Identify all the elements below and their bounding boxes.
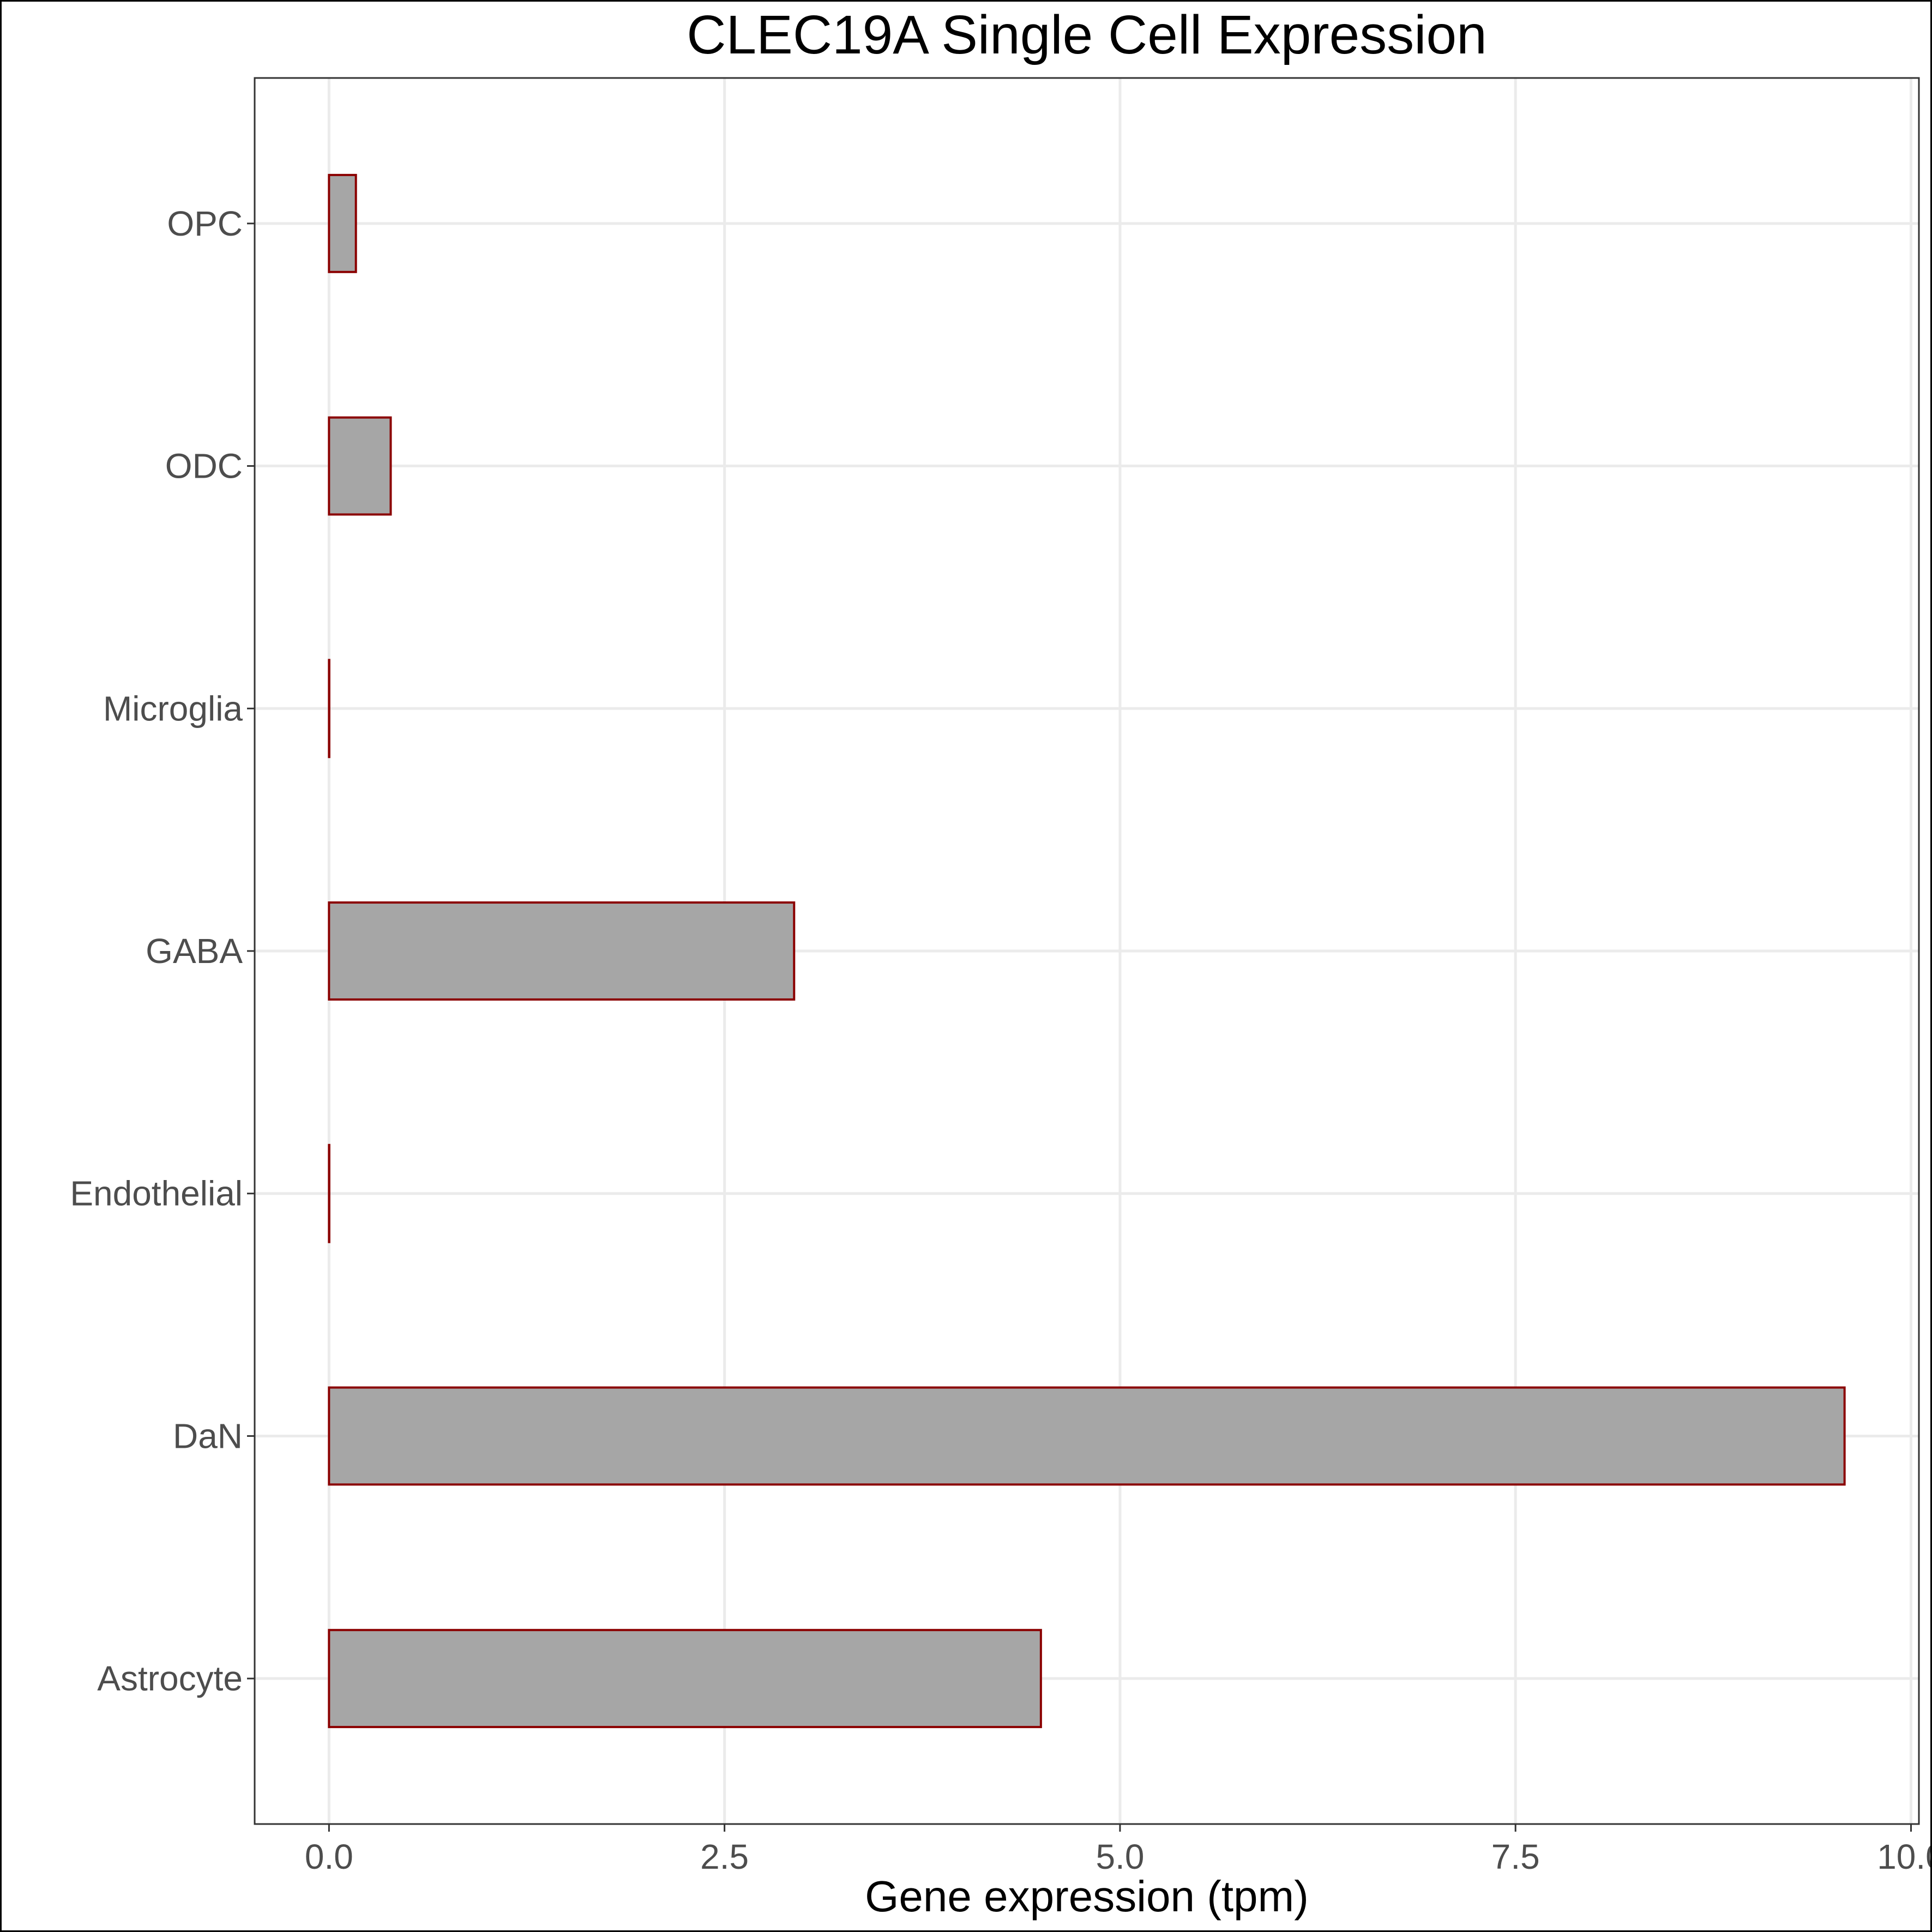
x-axis-ticks: 0.0 2.5 5.0 7.5 10.0 <box>305 1824 1930 1876</box>
bar-opc <box>329 175 356 272</box>
y-tick-label: Microglia <box>103 689 243 728</box>
y-tick-label: DaN <box>173 1416 243 1455</box>
x-tick-label: 10.0 <box>1877 1837 1930 1876</box>
y-axis-ticks: Astrocyte DaN Endothelial GABA Microglia ODC O… <box>70 204 255 1698</box>
y-tick-label: GABA <box>146 931 243 971</box>
bar-dan <box>329 1388 1844 1485</box>
y-tick-label: OPC <box>167 204 243 243</box>
bar-odc <box>329 418 390 515</box>
bar-astrocyte <box>329 1630 1041 1727</box>
y-tick-label: Endothelial <box>70 1174 243 1213</box>
bar-gaba <box>329 902 794 1000</box>
chart-title: CLEC19A Single Cell Expression <box>687 4 1486 65</box>
x-axis-title: Gene expression (tpm) <box>865 1872 1309 1921</box>
y-tick-label: Astrocyte <box>97 1659 243 1698</box>
x-tick-label: 5.0 <box>1096 1837 1144 1876</box>
y-tick-label: ODC <box>165 447 243 486</box>
x-tick-label: 0.0 <box>305 1837 353 1876</box>
x-tick-label: 2.5 <box>700 1837 749 1876</box>
x-tick-label: 7.5 <box>1491 1837 1540 1876</box>
